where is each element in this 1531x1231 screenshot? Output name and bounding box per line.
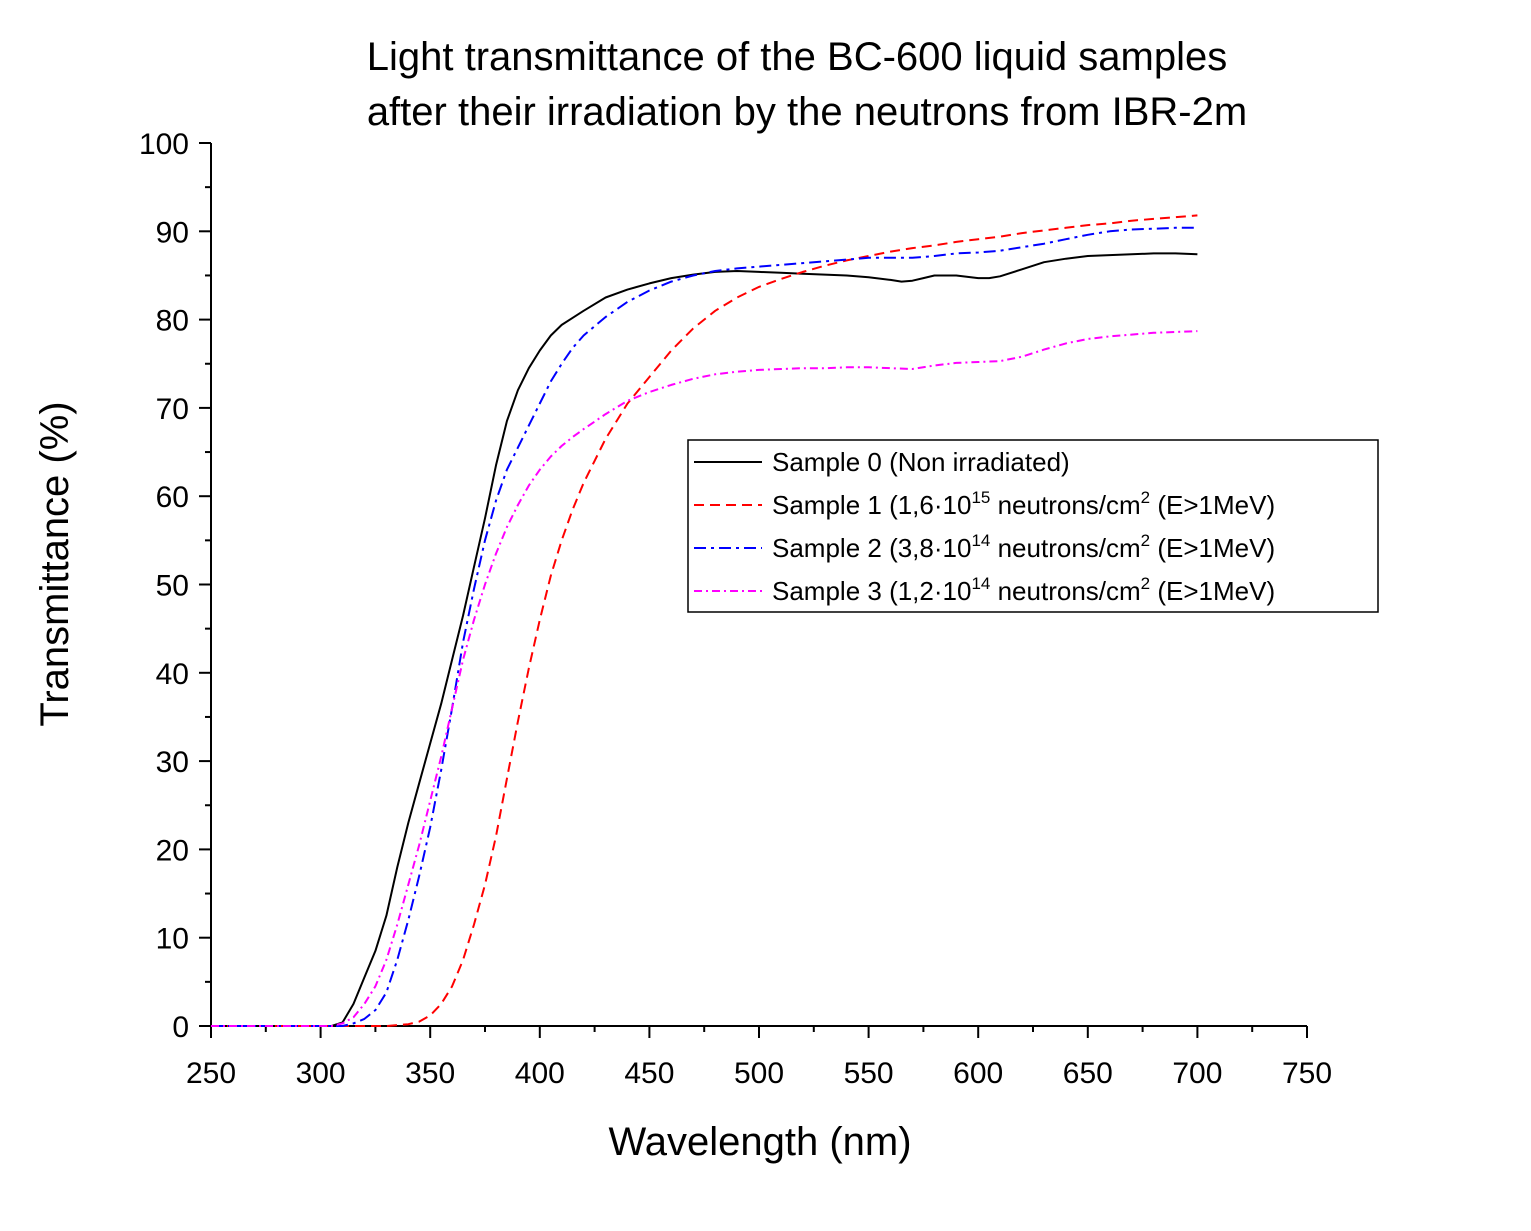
y-tick-label: 90 bbox=[156, 216, 189, 249]
legend-label-sample-0: Sample 0 (Non irradiated) bbox=[772, 447, 1070, 477]
y-tick-label: 30 bbox=[156, 746, 189, 779]
plot-area: 250 300 350 400 450 500 550 600 650 700 750 0 10 20 30… bbox=[139, 128, 1332, 1090]
y-tick-label: 0 bbox=[172, 1011, 189, 1044]
y-axis-title: Transmittance (%) bbox=[33, 401, 77, 726]
x-tick-label: 400 bbox=[515, 1057, 565, 1090]
y-tick-label: 60 bbox=[156, 481, 189, 514]
y-tick-label: 50 bbox=[156, 570, 189, 603]
x-tick-label: 250 bbox=[186, 1057, 236, 1090]
x-tick-label: 650 bbox=[1063, 1057, 1113, 1090]
chart-title-line-2: after their irradiation by the neutrons … bbox=[367, 90, 1247, 134]
y-tick-label: 20 bbox=[156, 834, 189, 867]
legend-label-sample-1: Sample 1 (1,6·1015 neutrons/cm2 (E>1MeV) bbox=[772, 488, 1275, 520]
series-line-sample-1 bbox=[211, 214, 1198, 1027]
x-axis-title: Wavelength (nm) bbox=[608, 1120, 911, 1164]
legend-label-sample-2: Sample 2 (3,8·1014 neutrons/cm2 (E>1MeV) bbox=[772, 531, 1275, 563]
x-tick-label: 700 bbox=[1172, 1057, 1222, 1090]
y-tick-label: 40 bbox=[156, 658, 189, 691]
legend-box bbox=[687, 439, 1379, 613]
y-tick-label: 10 bbox=[156, 923, 189, 956]
chart-title-line-1: Light transmittance of the BC-600 liquid… bbox=[367, 35, 1227, 79]
legend: Sample 0 (Non irradiated) Sample 1 (1,6·1… bbox=[687, 439, 1379, 613]
series-line-sample-3 bbox=[211, 330, 1198, 1027]
x-tick-label: 300 bbox=[296, 1057, 346, 1090]
x-tick-label: 450 bbox=[624, 1057, 674, 1090]
legend-label-sample-3: Sample 3 (1,2·1014 neutrons/cm2 (E>1MeV) bbox=[772, 574, 1275, 606]
x-tick-label: 550 bbox=[844, 1057, 894, 1090]
series-line-sample-2 bbox=[211, 226, 1198, 1027]
x-tick-label: 500 bbox=[734, 1057, 784, 1090]
y-tick-label: 80 bbox=[156, 305, 189, 338]
x-tick-label: 350 bbox=[405, 1057, 455, 1090]
y-tick-label: 70 bbox=[156, 393, 189, 426]
series-line-sample-0 bbox=[211, 252, 1198, 1027]
y-tick-label: 100 bbox=[139, 128, 189, 161]
x-tick-label: 750 bbox=[1282, 1057, 1332, 1090]
x-tick-label: 600 bbox=[953, 1057, 1003, 1090]
